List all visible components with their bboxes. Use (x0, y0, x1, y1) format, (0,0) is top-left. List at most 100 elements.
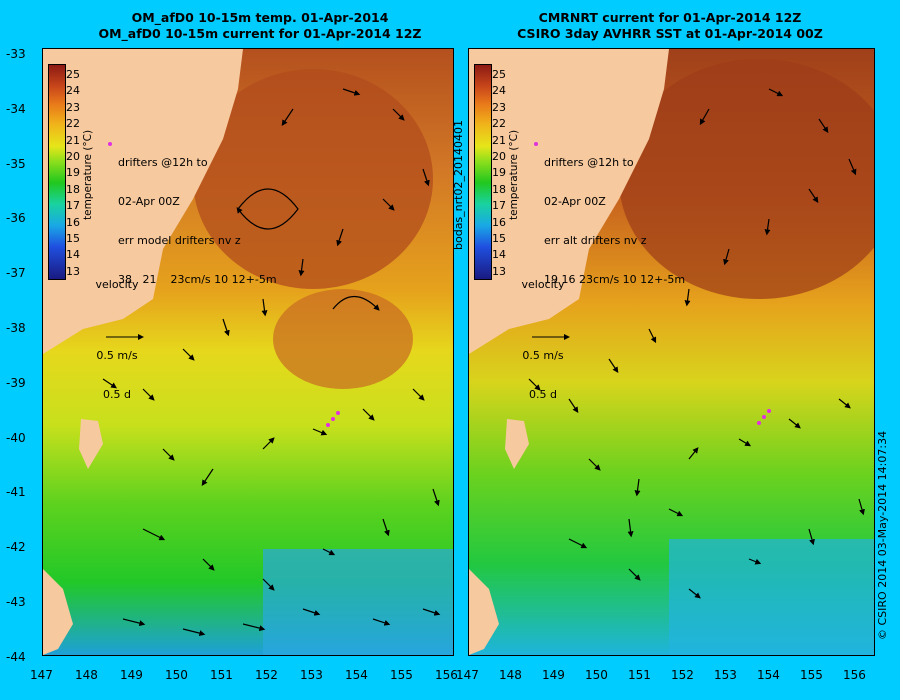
x-tick-label: 149 (542, 668, 565, 682)
right-cool-south (669, 539, 874, 655)
y-tick-label: -41 (6, 485, 26, 500)
x-tick-label: 152 (671, 668, 694, 682)
right-title-line2: CSIRO 3day AVHRR SST at 01-Apr-2014 00Z (517, 26, 823, 41)
colorbar-tick-label: 20 (66, 150, 80, 163)
left-tasmania (43, 569, 73, 655)
x-tick-label: 155 (390, 668, 413, 682)
right-drifter-legend: drifters @12h to 02-Apr 00Z err alt drif… (544, 130, 685, 299)
left-drifter-marker-icon (108, 142, 112, 146)
left-colorbar-label: temperature (°C) (82, 129, 94, 220)
colorbar-tick-label: 24 (66, 84, 80, 98)
y-tick-label: -39 (6, 375, 26, 390)
y-tick-label: -33 (6, 47, 26, 61)
right-velocity-speed: 0.5 m/s (522, 349, 564, 362)
right-legend-line1: drifters @12h to (544, 156, 634, 169)
x-tick-label: 156 (843, 668, 866, 682)
x-tick-label: 155 (800, 668, 823, 682)
colorbar-tick-label: 16 (492, 215, 506, 229)
colorbar-tick-label: 17 (66, 199, 80, 213)
colorbar-tick-label: 20 (492, 150, 506, 163)
left-drifter-markers (326, 411, 340, 427)
x-tick-label: 153 (300, 668, 323, 682)
left-velocity-arrows (102, 88, 441, 637)
colorbar-tick-label: 16 (66, 215, 80, 229)
x-tick-label: 150 (165, 668, 188, 682)
x-tick-label: 151 (628, 668, 651, 682)
x-tick-label: 151 (210, 668, 233, 682)
right-warm-eddy (619, 59, 874, 299)
colorbar-tick-label: 24 (492, 84, 506, 98)
y-tick-label: -44 (6, 649, 26, 664)
x-tick-label: 154 (757, 668, 780, 682)
colorbar-tick-label: 17 (492, 199, 506, 213)
colorbar-tick-label: 23 (492, 100, 506, 114)
left-legend-line1: drifters @12h to (118, 156, 208, 169)
right-map-svg (469, 49, 874, 655)
copyright: © CSIRO 2014 03-May-2014 14:07:34 (876, 430, 889, 640)
left-warm-core (273, 289, 413, 389)
side-label: bodas_nrt02_20140401 (452, 120, 465, 250)
x-tick-label: 152 (255, 668, 278, 682)
x-tick-label: 150 (585, 668, 608, 682)
colorbar-tick-label: 21 (66, 133, 80, 147)
x-tick-label: 147 (30, 668, 53, 682)
colorbar-tick-label: 14 (66, 248, 80, 262)
colorbar-tick-label: 14 (492, 248, 506, 262)
right-colorbar (474, 64, 492, 280)
colorbar-tick-label: 23 (66, 100, 80, 114)
y-tick-label: -36 (6, 211, 26, 226)
left-colorbar (48, 64, 66, 280)
x-tick-label: 147 (456, 668, 479, 682)
colorbar-tick-label: 13 (492, 264, 506, 278)
right-velocity-label: velocity (521, 278, 565, 291)
right-drifter-marker-icon (534, 142, 538, 146)
colorbar-tick-label: 15 (492, 232, 506, 245)
left-land (43, 49, 243, 354)
colorbar-tick-label: 15 (66, 232, 80, 245)
colorbar-tick-label: 18 (492, 182, 506, 196)
right-tasmania (469, 569, 499, 655)
right-legend-line2: 02-Apr 00Z (544, 195, 606, 208)
left-title-line1: OM_afD0 10-15m temp. 01-Apr-2014 (131, 10, 389, 25)
right-colorbar-label: temperature (°C) (508, 129, 520, 220)
left-cool-south (263, 549, 453, 655)
left-velocity-speed: 0.5 m/s (96, 349, 138, 362)
y-tick-label: -40 (6, 430, 26, 445)
left-legend-line2: 02-Apr 00Z (118, 195, 180, 208)
y-tick-label: -38 (6, 321, 26, 335)
left-velocity-arrow (90, 317, 144, 340)
right-velocity-legend: velocity 0.5 m/s 0.5 d (516, 252, 570, 414)
right-island (505, 419, 529, 469)
colorbar-tick-label: 19 (492, 166, 506, 180)
left-velocity-duration: 0.5 d (103, 388, 131, 401)
colorbar-tick-label: 21 (492, 133, 506, 147)
left-legend-line4: 38 21 23cm/s 10 12+-5m (118, 273, 277, 286)
x-tick-label: 148 (75, 668, 98, 682)
left-panel-title: OM_afD0 10-15m temp. 01-Apr-2014 OM_afD0… (50, 10, 470, 42)
y-tick-label: -37 (6, 266, 26, 281)
right-drifter-markers (757, 409, 771, 425)
left-map-svg (43, 49, 453, 655)
right-panel-title: CMRNRT current for 01-Apr-2014 12Z CSIRO… (460, 10, 880, 42)
colorbar-tick-label: 13 (66, 264, 80, 278)
y-tick-label: -43 (6, 595, 26, 609)
left-velocity-label: velocity (95, 278, 139, 291)
x-tick-label: 153 (714, 668, 737, 682)
x-tick-label: 148 (499, 668, 522, 682)
colorbar-tick-label: 18 (66, 182, 80, 196)
left-map-panel (42, 48, 454, 656)
x-tick-label: 149 (120, 668, 143, 682)
left-warm-eddy (193, 69, 433, 289)
left-legend-line3: err model drifters nv z (118, 234, 241, 247)
right-velocity-arrow (516, 317, 570, 340)
colorbar-tick-label: 22 (492, 117, 506, 131)
right-velocity-duration: 0.5 d (529, 388, 557, 401)
right-land (469, 49, 669, 354)
y-tick-label: -35 (6, 156, 26, 171)
colorbar-tick-label: 25 (66, 68, 80, 81)
right-velocity-arrows (528, 88, 865, 599)
right-legend-line4: 19 16 23cm/s 10 12+-5m (544, 273, 686, 286)
left-title-line2: OM_afD0 10-15m current for 01-Apr-2014 1… (98, 26, 422, 41)
y-tick-label: -34 (6, 101, 26, 116)
x-tick-label: 156 (435, 668, 458, 682)
